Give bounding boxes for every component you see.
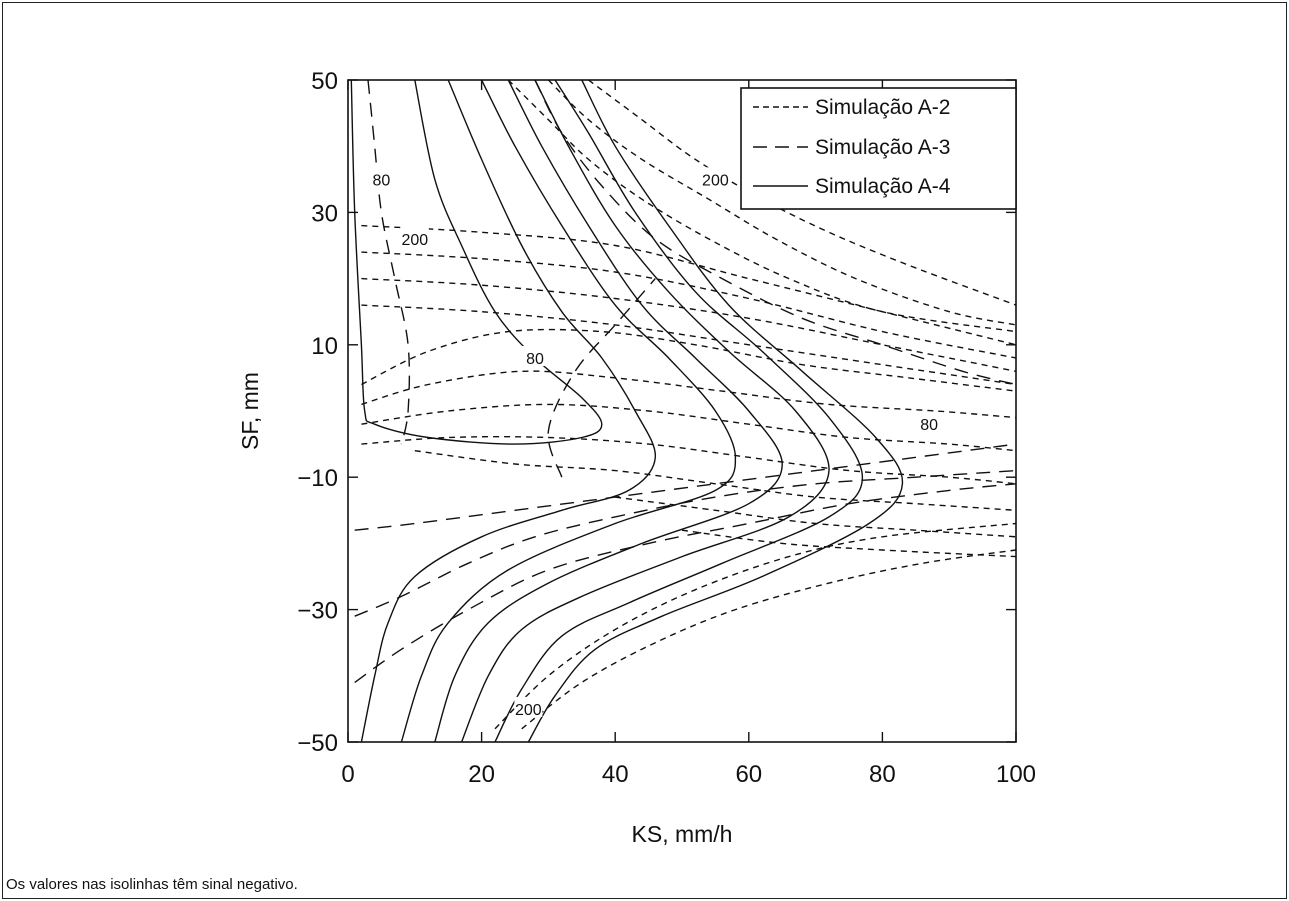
x-tick-label: 40	[602, 761, 629, 788]
isoline	[681, 529, 1016, 558]
contour-label: 200	[515, 702, 542, 719]
plot-area-border	[347, 79, 1017, 743]
isoline	[494, 80, 864, 742]
contour-label-bg	[701, 167, 730, 188]
isoline	[547, 278, 656, 478]
x-tick-label: 60	[735, 761, 762, 788]
isoline	[460, 80, 830, 742]
series-simula-o-a-3	[354, 80, 1016, 683]
y-tick-label: −10	[297, 465, 338, 492]
contour-label: 80	[920, 417, 938, 434]
contour-label: 80	[526, 351, 544, 368]
isoline	[361, 328, 1016, 392]
isoline	[361, 370, 1016, 419]
contour-label-bg	[400, 226, 429, 247]
isoline	[361, 224, 1016, 346]
isoline	[361, 251, 1016, 359]
isoline	[361, 304, 1016, 386]
isoline	[547, 80, 1016, 326]
x-tick-label: 0	[341, 761, 354, 788]
isoline	[354, 443, 1016, 531]
isoline	[361, 277, 1016, 372]
contour-label-bg	[514, 696, 543, 717]
x-tick-label: 100	[996, 761, 1036, 788]
legend-box	[740, 87, 1017, 210]
isoline	[367, 80, 411, 445]
isoline	[494, 522, 1016, 730]
legend: Simulação A-2 Simulação A-3 Simulação A-…	[740, 87, 1017, 210]
x-axis: 0 20 40 60 80 100	[341, 80, 1036, 788]
isoline	[354, 483, 1016, 683]
legend-label-a4: Simulação A-4	[815, 175, 951, 198]
isoline	[434, 80, 783, 742]
contour-label-bg	[915, 412, 944, 433]
isoline	[588, 80, 1016, 306]
y-axis-label: SF, mm	[237, 372, 263, 450]
isoline	[534, 80, 1016, 386]
y-tick-label: 50	[311, 68, 338, 95]
isoline	[360, 80, 657, 742]
isoline	[361, 403, 1016, 452]
isoline	[527, 80, 904, 742]
y-tick-label: 30	[311, 200, 338, 227]
isoline	[354, 469, 1016, 617]
contour-label: 80	[373, 172, 391, 189]
contour-label: 200	[702, 172, 729, 189]
legend-label-a2: Simulação A-2	[815, 96, 950, 119]
series-simula-o-a-4	[350, 80, 904, 742]
contour-label: 200	[401, 232, 428, 249]
contour-labels: 80 200 80 200 80 200	[367, 167, 944, 719]
isoline	[350, 80, 603, 445]
y-tick-label: 10	[311, 333, 338, 360]
isoline	[615, 496, 1016, 538]
y-tick-label: −30	[297, 598, 338, 625]
x-axis-label: KS, mm/h	[632, 821, 733, 847]
x-tick-label: 80	[869, 761, 896, 788]
x-tick-label: 20	[468, 761, 495, 788]
isoline	[414, 450, 1016, 511]
y-tick-label: −50	[297, 730, 338, 757]
y-axis: 50 30 10 −10 −30 −50	[297, 68, 1016, 757]
series-simula-o-a-2	[361, 80, 1016, 730]
legend-label-a3: Simulação A-3	[815, 136, 950, 159]
contour-label-bg	[367, 167, 396, 188]
figure-caption: Os valores nas isolinhas têm sinal negat…	[6, 876, 298, 893]
isoline	[361, 435, 1016, 485]
contour-label-bg	[521, 346, 550, 367]
isoline	[521, 549, 1016, 730]
isolines-layer	[350, 80, 1016, 742]
